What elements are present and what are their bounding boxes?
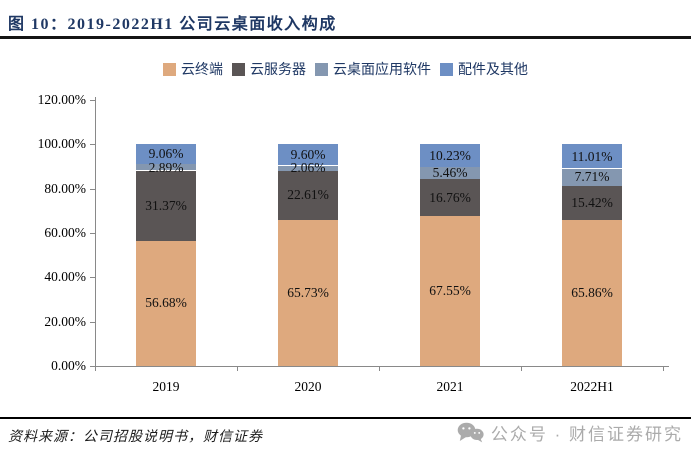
- y-tick-label: 100.00%: [37, 136, 86, 151]
- y-tick-label: 20.00%: [44, 314, 86, 329]
- x-tick: [95, 366, 96, 371]
- bar-segment: [562, 220, 622, 366]
- bar-segment-label: 15.42%: [571, 195, 613, 210]
- bar-segment-label: 11.01%: [571, 149, 613, 164]
- bar-segment-label: 2.89%: [148, 160, 184, 175]
- x-tick: [521, 366, 522, 371]
- bar-segment: [420, 167, 480, 179]
- bar-segment-label: 67.55%: [429, 283, 471, 298]
- x-axis-line: [95, 366, 669, 367]
- bar-segment: [136, 171, 196, 241]
- bar-segment: [562, 186, 622, 220]
- bar-segment-label: 16.76%: [429, 190, 471, 205]
- bar-segment-label: 9.06%: [148, 146, 184, 161]
- x-tick: [379, 366, 380, 371]
- legend-label: 云桌面应用软件: [333, 63, 431, 78]
- legend-item: 配件及其他: [440, 59, 528, 79]
- legend-swatch: [440, 62, 453, 76]
- legend: 云终端 云服务器 云桌面应用软件 配件及其他: [0, 59, 691, 79]
- bar-segment: [562, 144, 622, 168]
- bar-segment-label: 2.06%: [290, 160, 326, 175]
- legend-label: 配件及其他: [458, 63, 528, 78]
- legend-swatch: [232, 62, 245, 76]
- x-tick: [237, 366, 238, 371]
- x-category-label: 2022H1: [570, 379, 614, 394]
- source-note: 资料来源：公司招股说明书，财信证券: [8, 430, 263, 445]
- legend-item: 云终端: [163, 59, 223, 79]
- bar-segment: [278, 170, 338, 220]
- bar-segment-label: 31.37%: [145, 198, 187, 213]
- legend-item: 云桌面应用软件: [315, 59, 431, 79]
- bar-segment-label: 10.23%: [429, 148, 471, 163]
- bar-segment: [136, 144, 196, 164]
- x-category-label: 2021: [436, 379, 464, 394]
- bar-segment-label: 65.86%: [571, 285, 613, 300]
- bar-segment: [278, 166, 338, 171]
- footer-divider: [0, 417, 691, 419]
- title-divider: [0, 36, 691, 39]
- bar-segment: [420, 144, 480, 167]
- bar-segment-label: 56.68%: [145, 295, 187, 310]
- y-tick-label: 0.00%: [51, 358, 86, 373]
- y-tick: [90, 277, 95, 278]
- watermark-text: 公众号 · 财信证券研究: [490, 425, 683, 444]
- bar-segment-label: 65.73%: [287, 285, 329, 300]
- bar-segment: [278, 144, 338, 165]
- bar-segment: [136, 240, 196, 366]
- y-tick: [90, 189, 95, 190]
- y-tick: [90, 322, 95, 323]
- bar-segment: [562, 169, 622, 186]
- y-axis-line: [95, 97, 96, 366]
- legend-swatch: [315, 62, 328, 76]
- y-tick-label: 80.00%: [44, 181, 86, 196]
- bar-segment: [278, 220, 338, 366]
- legend-item: 云服务器: [232, 59, 306, 79]
- y-tick: [90, 144, 95, 145]
- bar-segment: [136, 164, 196, 170]
- y-tick: [90, 233, 95, 234]
- legend-swatch: [163, 62, 176, 76]
- x-category-label: 2020: [294, 379, 322, 394]
- bar-segment-label: 7.71%: [574, 169, 610, 184]
- legend-label: 云服务器: [250, 63, 306, 78]
- y-tick: [90, 366, 95, 367]
- wechat-icon: [457, 422, 484, 443]
- y-tick: [90, 100, 95, 101]
- bar-segment-label: 9.60%: [290, 147, 326, 162]
- bar-segment: [420, 216, 480, 366]
- bar-segment-label: 22.61%: [287, 187, 329, 202]
- bar-segment-label: 5.46%: [432, 165, 468, 180]
- bar-segment: [420, 179, 480, 216]
- x-category-label: 2019: [152, 379, 180, 394]
- y-tick-label: 120.00%: [37, 92, 86, 107]
- x-tick: [663, 366, 664, 371]
- legend-label: 云终端: [181, 63, 223, 78]
- figure-title: 图 10：2019-2022H1 公司云桌面收入构成: [8, 16, 337, 33]
- y-tick-label: 40.00%: [44, 269, 86, 284]
- y-tick-label: 60.00%: [44, 225, 86, 240]
- watermark: 公众号 · 财信证券研究: [457, 420, 683, 445]
